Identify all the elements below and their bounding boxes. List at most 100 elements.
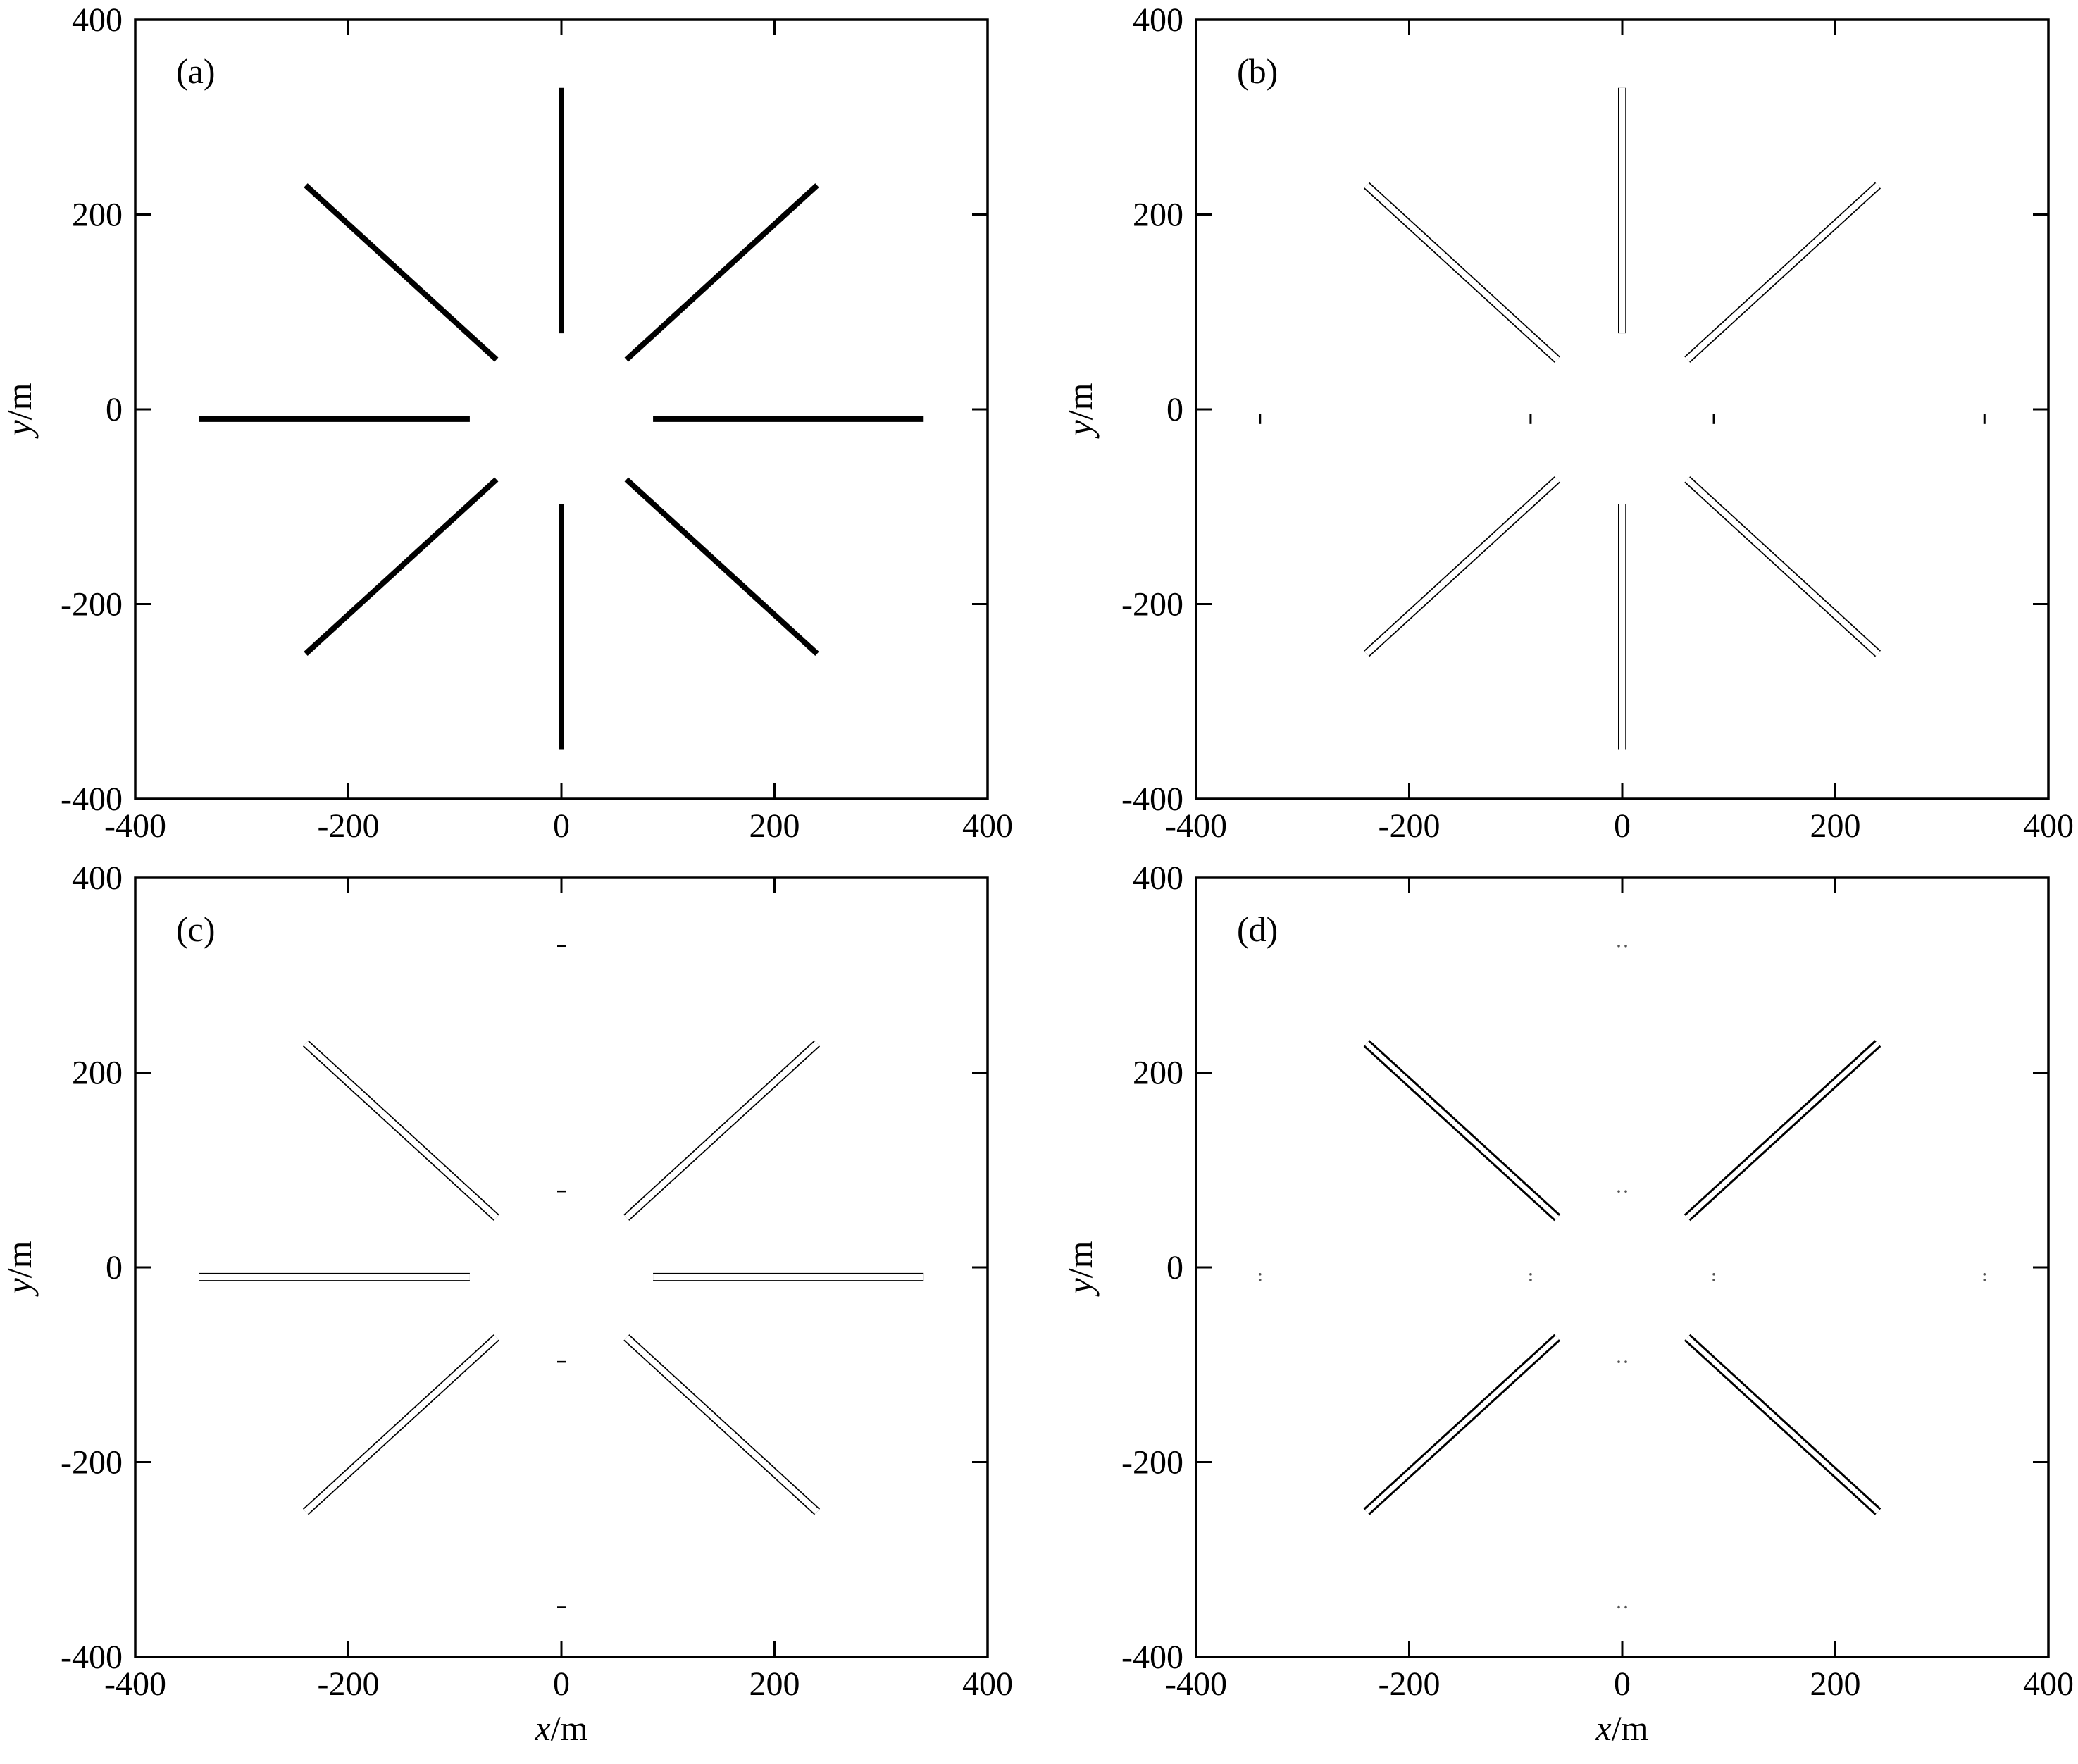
segment-inner xyxy=(624,1041,819,1220)
y-axis-unit: /m xyxy=(1060,1241,1100,1278)
mark xyxy=(1712,1273,1715,1276)
y-axis-label: y/m xyxy=(1060,1241,1100,1297)
x-tick-label: 0 xyxy=(1614,1665,1631,1703)
segment xyxy=(304,183,499,362)
x-tick-label: 0 xyxy=(553,1665,570,1703)
y-tick-label: 0 xyxy=(1166,1249,1183,1286)
segment-inner xyxy=(1364,182,1560,362)
mark xyxy=(1617,944,1620,948)
y-tick-label: -200 xyxy=(1121,1444,1183,1482)
x-tick-label: 400 xyxy=(962,807,1013,845)
y-axis-label: y/m xyxy=(1060,383,1100,439)
mark xyxy=(1624,944,1627,948)
y-tick-label: 200 xyxy=(72,1055,123,1092)
y-axis-label: y/m xyxy=(0,1241,39,1297)
segment xyxy=(304,477,499,656)
y-tick-label: 0 xyxy=(106,1249,123,1286)
x-tick-label: -200 xyxy=(1379,807,1441,845)
panel-b: -400 -200 0 200 400 400 200 0 -200 -400 (b) y/m xyxy=(1060,1,2074,845)
x-tick-label: 200 xyxy=(749,807,800,845)
x-axis-label: x/m xyxy=(535,1708,588,1748)
x-axis-var: x xyxy=(1595,1708,1612,1748)
x-tick-label: -200 xyxy=(1379,1665,1441,1703)
mark xyxy=(1258,1279,1262,1281)
x-tick-label: -200 xyxy=(318,807,380,845)
y-tick-label: -400 xyxy=(1121,1639,1183,1676)
mark xyxy=(1983,1279,1986,1281)
x-tick-label: 400 xyxy=(2023,1665,2074,1703)
x-axis-unit: /m xyxy=(1612,1708,1649,1748)
x-tick-label: -400 xyxy=(104,807,166,845)
plot-frame xyxy=(1195,876,2050,1658)
mark xyxy=(1617,1190,1620,1193)
mark xyxy=(1624,1605,1627,1609)
segment xyxy=(624,477,819,656)
x-tick-label: 400 xyxy=(2023,807,2074,845)
y-axis-var: y xyxy=(1060,1278,1100,1298)
x-tick-label: 200 xyxy=(1810,1665,1861,1703)
mark xyxy=(1624,1190,1627,1193)
segment-inner xyxy=(1685,182,1880,362)
y-axis-var: y xyxy=(0,420,39,440)
panel-label: (c) xyxy=(176,909,216,949)
y-tick-label: 200 xyxy=(1133,197,1183,234)
segment-inner xyxy=(1364,477,1560,657)
mark xyxy=(1529,1279,1532,1281)
x-tick-label: 0 xyxy=(553,807,570,845)
segment-inner xyxy=(1364,1335,1560,1514)
y-axis-label: y/m xyxy=(0,383,39,439)
y-tick-label: 200 xyxy=(1133,1055,1183,1092)
segment-inner xyxy=(304,1041,499,1220)
panel-label: (d) xyxy=(1237,909,1278,949)
y-tick-label: 400 xyxy=(1133,859,1183,897)
panel-label: (a) xyxy=(176,51,216,91)
segment xyxy=(624,183,819,362)
x-tick-label: -400 xyxy=(1165,807,1227,845)
x-axis-var: x xyxy=(535,1708,551,1748)
y-axis-unit: /m xyxy=(1060,383,1100,420)
y-tick-label: -200 xyxy=(1121,586,1183,623)
segment-inner xyxy=(1685,1335,1880,1514)
plot-frame xyxy=(134,876,989,1658)
y-tick-label: 400 xyxy=(72,1,123,39)
x-tick-label: -400 xyxy=(1165,1665,1227,1703)
y-tick-label: 400 xyxy=(1133,1,1183,39)
y-tick-label: 200 xyxy=(72,197,123,234)
y-tick-label: -200 xyxy=(61,1444,123,1482)
segment-inner xyxy=(1364,1041,1560,1220)
y-tick-label: -400 xyxy=(61,1639,123,1676)
segment-inner xyxy=(304,1335,499,1515)
y-tick-label: -400 xyxy=(1121,781,1183,818)
x-axis-unit: /m xyxy=(551,1708,588,1748)
panel-a: -400 -200 0 200 400 400 200 0 -200 -400 (a) y/m xyxy=(0,1,1013,845)
mark xyxy=(1258,1273,1262,1276)
mark xyxy=(1624,1360,1627,1363)
x-tick-label: 200 xyxy=(1810,807,1861,845)
segment-inner xyxy=(1685,477,1880,657)
x-tick-label: 400 xyxy=(962,1665,1013,1703)
y-axis-unit: /m xyxy=(0,383,39,420)
y-tick-label: 0 xyxy=(106,391,123,428)
panel-label: (b) xyxy=(1237,51,1278,91)
mark xyxy=(1983,1273,1986,1276)
y-axis-unit: /m xyxy=(0,1241,39,1278)
mark xyxy=(1712,1279,1715,1281)
y-tick-label: 0 xyxy=(1166,391,1183,428)
x-tick-label: -400 xyxy=(104,1665,166,1703)
segment-inner xyxy=(624,1335,819,1515)
y-tick-label: -400 xyxy=(61,781,123,818)
x-axis-label: x/m xyxy=(1595,1708,1649,1748)
y-tick-label: 400 xyxy=(72,859,123,897)
y-axis-var: y xyxy=(0,1278,39,1298)
y-axis-var: y xyxy=(1060,420,1100,440)
x-tick-label: 0 xyxy=(1614,807,1631,845)
segment-inner xyxy=(1685,1041,1880,1220)
mark xyxy=(1617,1360,1620,1363)
mark xyxy=(1529,1273,1532,1276)
x-tick-label: 200 xyxy=(749,1665,800,1703)
mark xyxy=(1617,1605,1620,1609)
y-tick-label: -200 xyxy=(61,586,123,623)
